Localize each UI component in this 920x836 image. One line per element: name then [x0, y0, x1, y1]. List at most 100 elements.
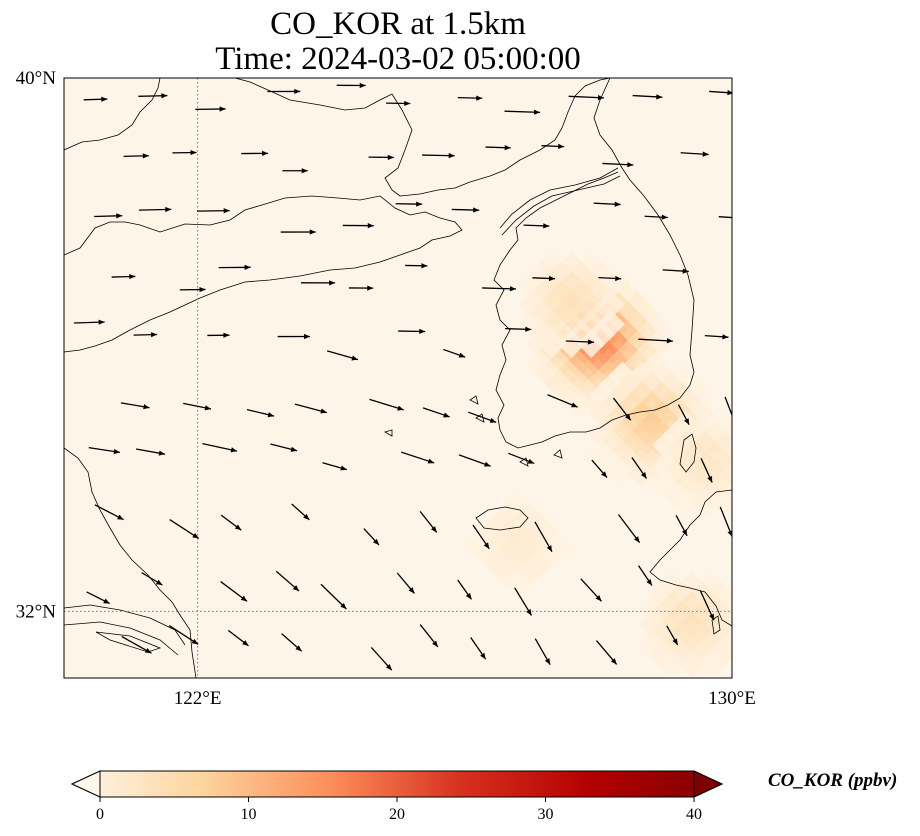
field-cell — [577, 329, 606, 358]
yangtze-estuary — [64, 604, 186, 656]
wind-arrow — [220, 514, 242, 531]
wind-arrow — [534, 521, 553, 553]
wind-arrow — [508, 452, 535, 465]
wind-arrow — [534, 638, 551, 666]
field-cell — [710, 489, 732, 518]
wind-arrow — [280, 229, 316, 235]
wind-arrow — [275, 570, 300, 592]
wind-arrow — [719, 506, 732, 538]
wind-arrow — [451, 207, 480, 213]
dmz-coastline — [499, 167, 621, 236]
wind-arrow — [202, 443, 238, 453]
wind-arrow — [419, 624, 439, 648]
wind-arrow — [220, 581, 248, 602]
concentration-hotspot — [518, 251, 625, 358]
field-cell — [707, 640, 732, 669]
wind-arrow — [568, 95, 604, 101]
tsushima-island — [679, 433, 697, 473]
wind-arrow — [700, 458, 713, 483]
wind-arrow — [631, 457, 648, 479]
wind-arrow — [281, 633, 303, 652]
field-cell — [658, 649, 687, 678]
wind-arrow — [123, 153, 149, 159]
wind-arrow — [138, 93, 168, 99]
lat-tick-label: 32°N — [16, 601, 57, 622]
colorbar-label: CO_KOR (ppbv) — [768, 770, 898, 791]
wind-arrow — [699, 590, 715, 621]
concentration-hotspot — [638, 571, 732, 678]
wind-arrow — [267, 88, 301, 95]
gridlines — [64, 78, 732, 678]
wind-arrow — [419, 510, 438, 533]
field-cell — [504, 569, 533, 598]
wind-arrow — [458, 454, 491, 467]
wind-arrow — [704, 334, 729, 340]
wind-arrow — [179, 286, 206, 293]
wind-arrow — [523, 223, 550, 229]
field-cell — [677, 649, 706, 678]
wind-arrow — [532, 275, 556, 282]
field-cell — [557, 329, 586, 358]
concentration-hotspot — [465, 491, 572, 598]
wind-vectors — [73, 82, 732, 671]
colorbar-body — [70, 770, 724, 798]
wind-arrow — [514, 587, 533, 616]
colorbar-tick-label: 10 — [240, 806, 257, 823]
wind-arrow — [662, 268, 689, 274]
field-cell — [671, 489, 700, 518]
colorbar-min-extend — [70, 770, 101, 798]
korea-north-coastline — [399, 78, 611, 197]
wind-arrow — [207, 332, 230, 338]
wind-arrow — [457, 579, 473, 600]
map-frame — [63, 77, 733, 679]
wind-arrow — [368, 154, 394, 160]
wind-arrow — [363, 528, 380, 546]
field-cell — [730, 443, 732, 447]
wind-arrow — [270, 443, 298, 452]
wind-arrow — [282, 168, 308, 174]
wind-arrow — [246, 408, 275, 418]
wind-arrow — [666, 625, 679, 646]
china-coastline-south — [64, 447, 197, 678]
korea-coastline — [493, 78, 695, 449]
wind-arrow — [227, 629, 249, 647]
wind-arrow — [88, 446, 120, 455]
wind-arrow — [395, 201, 423, 207]
wind-arrow — [422, 153, 455, 159]
colorbar-tick-label: 20 — [389, 806, 405, 823]
wind-arrow — [443, 348, 466, 358]
wind-arrow — [617, 514, 641, 544]
wind-arrow — [400, 451, 435, 464]
wind-arrow — [277, 333, 311, 340]
wind-arrow — [294, 403, 328, 414]
wind-arrow — [677, 404, 690, 426]
wind-arrow — [291, 503, 310, 521]
wind-arrow — [342, 223, 374, 229]
wind-arrow — [405, 263, 428, 269]
wind-arrow — [482, 286, 516, 292]
wind-arrow — [121, 635, 152, 654]
map-panel: 40°N 32°N 122°E 130°E — [16, 68, 756, 709]
wind-arrow — [504, 109, 541, 115]
axis-tick-labels: 40°N 32°N 122°E 130°E — [16, 68, 756, 709]
lon-tick-label: 130°E — [708, 688, 756, 709]
field-cell — [628, 459, 657, 488]
china-coastline — [64, 195, 463, 353]
wind-arrow — [472, 524, 490, 550]
wind-arrow — [369, 398, 404, 411]
wind-arrow — [598, 275, 622, 282]
japan-kyushu-coastline — [649, 489, 732, 627]
colorbar-max-extend — [693, 770, 724, 798]
map-subtitle-time: Time: 2024-03-02 05:00:00 — [215, 41, 581, 77]
wind-arrow — [94, 213, 123, 219]
wind-arrow — [73, 319, 105, 325]
wind-arrow — [593, 201, 621, 207]
wind-arrow — [138, 206, 172, 213]
field-cell — [564, 389, 593, 418]
wind-arrow — [638, 338, 673, 344]
wind-arrow — [485, 145, 511, 151]
colorbar-tick-label: 0 — [96, 806, 104, 823]
field-cell — [697, 649, 726, 678]
wind-arrow — [169, 519, 200, 539]
